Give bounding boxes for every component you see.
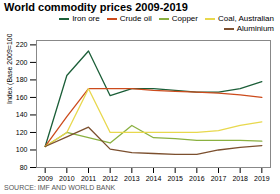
html-text:World commodity prices 2009-20: World commodity prices 2009-2019 (4, 1, 188, 13)
svg-text:140: 140 (16, 111, 28, 118)
svg-text:2013: 2013 (124, 175, 140, 182)
svg-text:2018: 2018 (232, 175, 248, 182)
svg-text:160: 160 (16, 94, 28, 101)
svg-text:2012: 2012 (102, 175, 118, 182)
svg-text:2017: 2017 (211, 175, 227, 182)
svg-text:2009: 2009 (37, 175, 53, 182)
svg-text:200: 200 (16, 59, 28, 66)
html-text:Crude oil: Crude oil (119, 14, 152, 23)
html-text:Copper: Copper (171, 14, 198, 23)
svg-text:Index (Base 2009=100): Index (Base 2009=100) (6, 34, 14, 104)
svg-text:120: 120 (16, 129, 28, 136)
html-text:Coal, Australian: Coal, Australian (218, 14, 274, 23)
svg-text:2016: 2016 (189, 175, 205, 182)
html-text:Aluminium: Aluminium (236, 24, 274, 33)
html-text:SOURCE: IMF AND WORLD BANK: SOURCE: IMF AND WORLD BANK (4, 184, 116, 191)
svg-text:180: 180 (16, 76, 28, 83)
html-text:Iron ore: Iron ore (72, 14, 100, 23)
svg-text:220: 220 (16, 41, 28, 48)
svg-text:2014: 2014 (146, 175, 162, 182)
svg-text:2011: 2011 (81, 175, 96, 182)
svg-text:2010: 2010 (59, 175, 75, 182)
svg-text:2015: 2015 (167, 175, 183, 182)
svg-text:2019: 2019 (254, 175, 270, 182)
svg-text:80: 80 (20, 164, 28, 171)
svg-text:100: 100 (16, 146, 28, 153)
